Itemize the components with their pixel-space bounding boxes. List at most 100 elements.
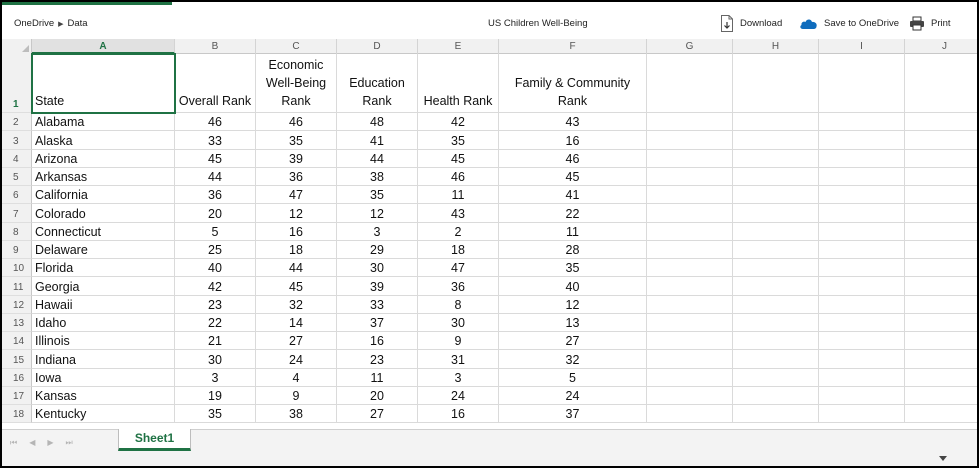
rank-cell[interactable]: 39 bbox=[256, 149, 337, 168]
cell-a1-state-header[interactable]: State bbox=[32, 54, 175, 113]
empty-cell[interactable] bbox=[819, 350, 905, 369]
state-cell[interactable]: Indiana bbox=[32, 350, 175, 369]
rank-cell[interactable]: 3 bbox=[418, 368, 499, 387]
rank-cell[interactable]: 44 bbox=[337, 149, 418, 168]
empty-cell[interactable] bbox=[905, 131, 977, 150]
state-cell[interactable]: Georgia bbox=[32, 277, 175, 296]
empty-cell[interactable] bbox=[905, 241, 977, 259]
empty-cell[interactable] bbox=[647, 277, 733, 296]
empty-cell[interactable] bbox=[819, 186, 905, 205]
save-to-onedrive-button[interactable]: Save to OneDrive bbox=[799, 13, 899, 33]
row-header-17[interactable]: 17 bbox=[2, 386, 32, 405]
rank-cell[interactable]: 11 bbox=[337, 368, 418, 387]
rank-cell[interactable]: 45 bbox=[256, 277, 337, 296]
row-header-8[interactable]: 8 bbox=[2, 222, 32, 241]
rank-cell[interactable]: 20 bbox=[175, 204, 256, 223]
empty-cell[interactable] bbox=[647, 386, 733, 405]
rank-cell[interactable]: 16 bbox=[337, 332, 418, 351]
state-cell[interactable]: Alabama bbox=[32, 113, 175, 132]
state-cell[interactable]: Florida bbox=[32, 259, 175, 278]
empty-cell[interactable] bbox=[905, 113, 977, 132]
empty-cell[interactable] bbox=[819, 204, 905, 223]
header-cell-g1[interactable] bbox=[647, 54, 733, 113]
row-header-9[interactable]: 9 bbox=[2, 240, 32, 259]
empty-cell[interactable] bbox=[905, 369, 977, 387]
empty-cell[interactable] bbox=[819, 332, 905, 351]
row-header-2[interactable]: 2 bbox=[2, 113, 32, 132]
empty-cell[interactable] bbox=[733, 350, 819, 369]
rank-cell[interactable]: 27 bbox=[337, 405, 418, 424]
row-header-6[interactable]: 6 bbox=[2, 186, 32, 205]
breadcrumb-onedrive[interactable]: OneDrive bbox=[14, 18, 55, 29]
rank-cell[interactable]: 28 bbox=[499, 240, 647, 259]
rank-cell[interactable]: 23 bbox=[175, 295, 256, 314]
rank-cell[interactable]: 8 bbox=[418, 295, 499, 314]
column-header-a[interactable]: A bbox=[32, 39, 175, 54]
header-cell-c1[interactable]: Economic Well-Being Rank bbox=[256, 54, 337, 113]
state-cell[interactable]: Iowa bbox=[32, 368, 175, 387]
select-all-corner[interactable] bbox=[2, 39, 32, 54]
column-header-g[interactable]: G bbox=[647, 39, 733, 54]
rank-cell[interactable]: 24 bbox=[418, 386, 499, 405]
rank-cell[interactable]: 42 bbox=[418, 113, 499, 132]
empty-cell[interactable] bbox=[819, 313, 905, 332]
rank-cell[interactable]: 30 bbox=[337, 259, 418, 278]
state-cell[interactable]: Arizona bbox=[32, 149, 175, 168]
rank-cell[interactable]: 35 bbox=[337, 186, 418, 205]
row-header-11[interactable]: 11 bbox=[2, 277, 32, 296]
rank-cell[interactable]: 30 bbox=[418, 313, 499, 332]
rank-cell[interactable]: 35 bbox=[256, 131, 337, 150]
rank-cell[interactable]: 25 bbox=[175, 240, 256, 259]
empty-cell[interactable] bbox=[819, 368, 905, 387]
rank-cell[interactable]: 36 bbox=[418, 277, 499, 296]
header-cell-h1[interactable] bbox=[733, 54, 819, 113]
empty-cell[interactable] bbox=[647, 350, 733, 369]
rank-cell[interactable]: 18 bbox=[256, 240, 337, 259]
column-header-d[interactable]: D bbox=[337, 39, 418, 54]
empty-cell[interactable] bbox=[733, 167, 819, 186]
rank-cell[interactable]: 45 bbox=[175, 149, 256, 168]
empty-cell[interactable] bbox=[647, 332, 733, 351]
empty-cell[interactable] bbox=[819, 167, 905, 186]
rank-cell[interactable]: 24 bbox=[499, 386, 647, 405]
header-cell-e1[interactable]: Health Rank bbox=[418, 54, 499, 113]
row-header-15[interactable]: 15 bbox=[2, 350, 32, 369]
empty-cell[interactable] bbox=[819, 149, 905, 168]
empty-cell[interactable] bbox=[905, 405, 977, 424]
row-header-16[interactable]: 16 bbox=[2, 368, 32, 387]
rank-cell[interactable]: 48 bbox=[337, 113, 418, 132]
rank-cell[interactable]: 20 bbox=[337, 386, 418, 405]
empty-cell[interactable] bbox=[905, 259, 977, 278]
empty-cell[interactable] bbox=[733, 295, 819, 314]
rank-cell[interactable]: 16 bbox=[418, 405, 499, 424]
rank-cell[interactable]: 47 bbox=[418, 259, 499, 278]
column-header-f[interactable]: F bbox=[499, 39, 647, 54]
empty-cell[interactable] bbox=[647, 222, 733, 241]
rank-cell[interactable]: 2 bbox=[418, 222, 499, 241]
rank-cell[interactable]: 5 bbox=[175, 222, 256, 241]
rank-cell[interactable]: 3 bbox=[175, 368, 256, 387]
rank-cell[interactable]: 19 bbox=[175, 386, 256, 405]
column-header-i[interactable]: I bbox=[819, 39, 905, 54]
rank-cell[interactable]: 21 bbox=[175, 332, 256, 351]
empty-cell[interactable] bbox=[905, 314, 977, 332]
rank-cell[interactable]: 27 bbox=[256, 332, 337, 351]
print-button[interactable]: Print bbox=[909, 13, 951, 33]
rank-cell[interactable]: 46 bbox=[418, 167, 499, 186]
empty-cell[interactable] bbox=[647, 240, 733, 259]
rank-cell[interactable]: 16 bbox=[256, 222, 337, 241]
state-cell[interactable]: Delaware bbox=[32, 240, 175, 259]
empty-cell[interactable] bbox=[733, 113, 819, 132]
empty-cell[interactable] bbox=[733, 277, 819, 296]
empty-cell[interactable] bbox=[733, 240, 819, 259]
empty-cell[interactable] bbox=[647, 167, 733, 186]
empty-cell[interactable] bbox=[819, 259, 905, 278]
empty-cell[interactable] bbox=[819, 240, 905, 259]
header-cell-b1[interactable]: Overall Rank bbox=[175, 54, 256, 113]
rank-cell[interactable]: 46 bbox=[499, 149, 647, 168]
empty-cell[interactable] bbox=[647, 405, 733, 424]
state-cell[interactable]: California bbox=[32, 186, 175, 205]
state-cell[interactable]: Connecticut bbox=[32, 222, 175, 241]
rank-cell[interactable]: 40 bbox=[499, 277, 647, 296]
rank-cell[interactable]: 12 bbox=[499, 295, 647, 314]
